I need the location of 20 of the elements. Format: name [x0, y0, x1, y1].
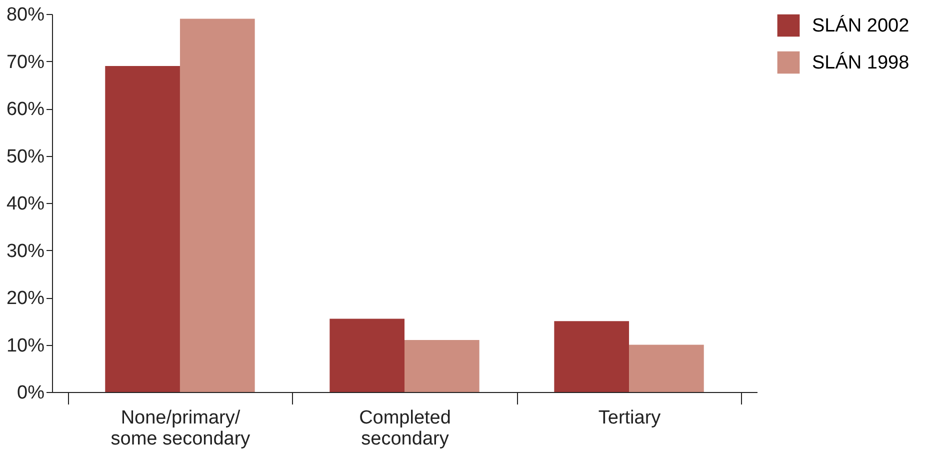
x-tick-label: None/primary/ some secondary [110, 408, 251, 450]
y-tick-label: 10% [6, 335, 45, 356]
bar [629, 344, 704, 392]
y-tick-label: 70% [6, 52, 45, 73]
legend-label: SLÁN 2002 [812, 14, 910, 36]
y-tick-label: 40% [6, 194, 45, 214]
y-tick-label: 0% [17, 382, 45, 404]
y-tick-label: 60% [6, 99, 45, 120]
x-tick-label: Completed secondary [359, 408, 451, 450]
y-tick-label: 20% [6, 288, 45, 309]
bar [404, 340, 480, 392]
y-tick-label: 50% [6, 146, 45, 168]
x-tick-label: Tertiary [598, 408, 662, 428]
bar [554, 321, 630, 392]
legend-label: SLÁN 1998 [812, 52, 910, 74]
bar [330, 318, 404, 392]
bar [105, 66, 180, 392]
bar [180, 18, 255, 392]
y-tick-label: 80% [6, 4, 45, 26]
y-tick-label: 30% [6, 240, 45, 262]
